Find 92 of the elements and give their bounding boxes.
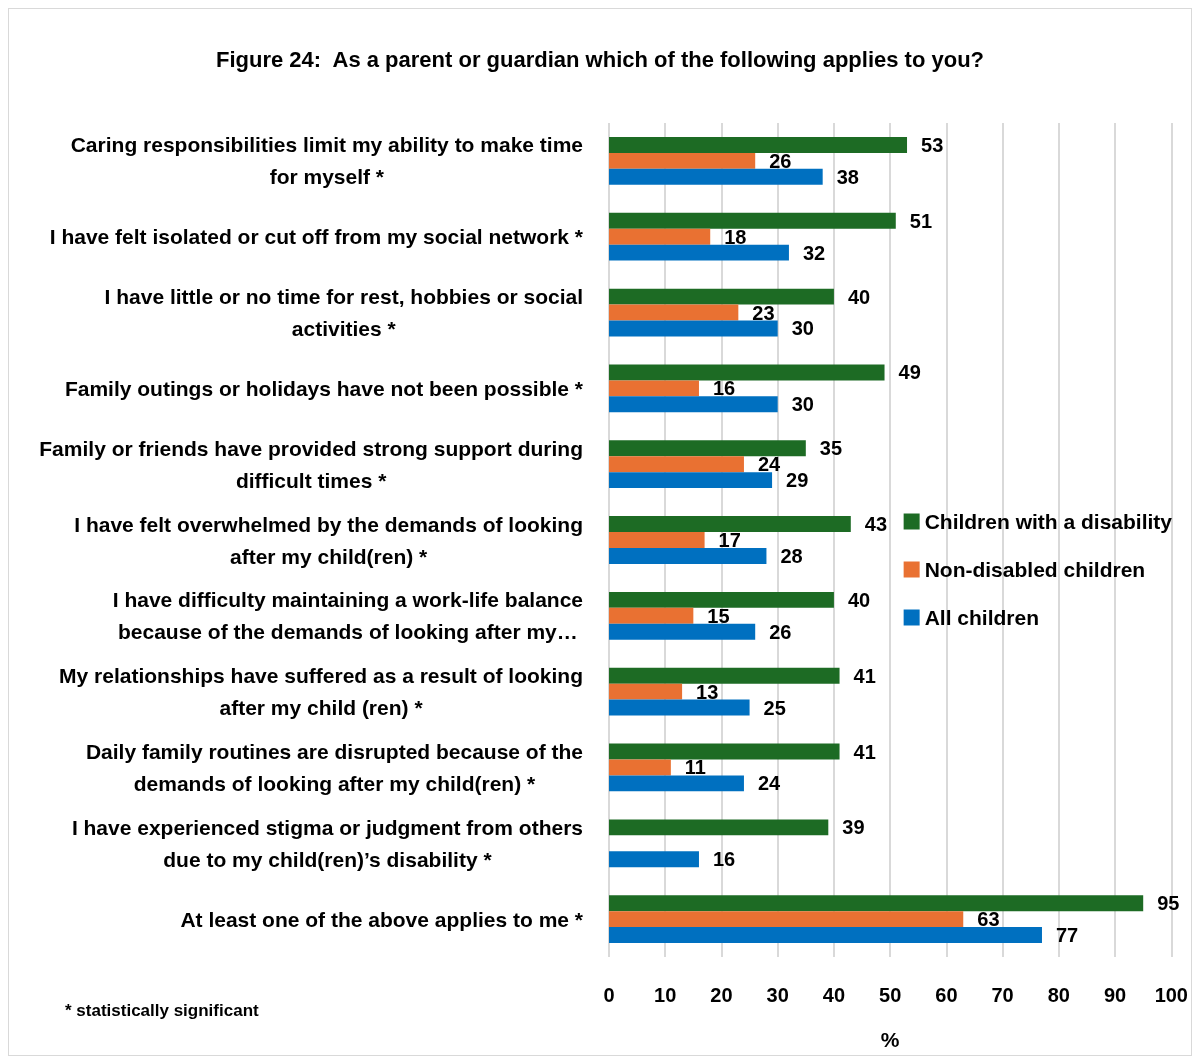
data-label: 51 bbox=[909, 209, 933, 232]
chart-title: Figure 24: As a parent or guardian which of the following applies to you? bbox=[215, 46, 985, 72]
bar bbox=[609, 244, 789, 261]
bar bbox=[609, 380, 699, 397]
bar bbox=[609, 364, 885, 381]
data-label: 23 bbox=[752, 301, 775, 324]
data-label: 35 bbox=[819, 437, 843, 460]
x-tick-label: 100 bbox=[1154, 984, 1188, 1006]
x-tick-label: 80 bbox=[1047, 984, 1070, 1006]
bar bbox=[609, 137, 908, 153]
data-label: 40 bbox=[847, 285, 871, 308]
data-label: 26 bbox=[769, 620, 792, 643]
x-tick-label: 10 bbox=[654, 984, 677, 1006]
x-tick-label: 30 bbox=[766, 984, 789, 1006]
x-tick-label: 60 bbox=[935, 984, 958, 1006]
data-label: 32 bbox=[802, 241, 826, 264]
bar bbox=[609, 927, 1042, 943]
bar bbox=[609, 516, 851, 533]
data-label: 24 bbox=[757, 772, 782, 795]
x-tick-label: 20 bbox=[710, 984, 733, 1006]
bar bbox=[609, 212, 896, 229]
bar bbox=[609, 911, 964, 928]
data-label: 30 bbox=[791, 317, 814, 340]
bar bbox=[609, 472, 773, 489]
bar bbox=[609, 532, 705, 548]
data-label: 77 bbox=[1055, 924, 1079, 947]
legend-label: Children with a disability bbox=[924, 510, 1173, 533]
bar bbox=[609, 667, 840, 684]
y-tick-label: I have experienced stigma or judgment from others due to my child(ren)’s disability * bbox=[71, 815, 584, 871]
bar bbox=[609, 759, 671, 776]
x-tick-label: 0 bbox=[603, 984, 615, 1006]
x-tick-label: 40 bbox=[822, 984, 846, 1006]
bar bbox=[609, 228, 711, 245]
bar bbox=[609, 607, 694, 624]
data-label: 95 bbox=[1157, 892, 1180, 915]
bar bbox=[609, 743, 840, 760]
y-tick-label: Caring responsibilities limit my ability to make time for myself * bbox=[70, 133, 583, 189]
bar bbox=[609, 168, 823, 185]
bar bbox=[609, 288, 834, 305]
y-tick-label: I have difficulty maintaining a work-life balance because of the demands of looking after my… bbox=[112, 588, 583, 644]
bar bbox=[609, 456, 744, 473]
bar bbox=[609, 440, 806, 457]
data-label: 39 bbox=[842, 816, 865, 839]
legend-label: All children bbox=[924, 606, 1039, 629]
data-label: 40 bbox=[847, 588, 871, 611]
data-label: 63 bbox=[977, 908, 1000, 931]
text: * statistically significant bbox=[65, 1001, 260, 1020]
data-label: 17 bbox=[718, 529, 741, 551]
data-label: 13 bbox=[696, 680, 719, 703]
data-label: 11 bbox=[684, 756, 707, 779]
data-label: 16 bbox=[712, 848, 736, 871]
y-tick-label: I have little or no time for rest, hobbies or social activities * bbox=[104, 285, 583, 341]
data-label: 15 bbox=[707, 604, 730, 627]
data-label: 26 bbox=[769, 149, 792, 172]
y-tick-label: I have felt overwhelmed by the demands of looking after my child(ren) * bbox=[74, 512, 584, 568]
bar bbox=[609, 396, 778, 413]
bar bbox=[609, 304, 739, 321]
data-label: 49 bbox=[898, 361, 921, 384]
data-label: 29 bbox=[786, 469, 809, 492]
y-tick-label: Daily family routines are disrupted because of the demands of looking after my child(ren) * bbox=[85, 739, 583, 795]
x-axis-title: % bbox=[880, 1028, 900, 1051]
data-label: 25 bbox=[763, 696, 786, 719]
data-label: 41 bbox=[853, 664, 876, 687]
data-label: 28 bbox=[780, 544, 803, 567]
bar bbox=[609, 320, 778, 337]
x-tick-label: 70 bbox=[991, 984, 1014, 1006]
y-tick-label: I have felt isolated or cut off from my social network * bbox=[49, 225, 584, 249]
legend-label: Non-disabled children bbox=[924, 558, 1146, 581]
x-tick-label: 50 bbox=[879, 984, 902, 1006]
data-label: 24 bbox=[757, 453, 782, 476]
data-label: 30 bbox=[791, 393, 814, 416]
y-tick-label: Family outings or holidays have not been possible * bbox=[64, 376, 584, 400]
bar bbox=[609, 775, 744, 792]
x-tick-label: 90 bbox=[1103, 984, 1127, 1006]
bar bbox=[609, 152, 756, 169]
bar bbox=[609, 547, 767, 564]
data-label: 16 bbox=[712, 377, 736, 400]
data-label: 38 bbox=[836, 165, 859, 188]
y-tick-label: Family or friends have provided strong support during difficult times * bbox=[39, 436, 584, 492]
data-label: 43 bbox=[864, 513, 888, 536]
bar bbox=[609, 591, 834, 608]
bar bbox=[609, 895, 1144, 912]
data-label: 18 bbox=[724, 225, 747, 248]
bar bbox=[609, 623, 756, 640]
data-label: 53 bbox=[921, 133, 944, 156]
bar bbox=[609, 699, 750, 716]
y-tick-label: My relationships have suffered as a result of looking after my child (ren) * bbox=[59, 664, 583, 720]
y-tick-label: At least one of the above applies to me * bbox=[180, 907, 584, 931]
bar bbox=[609, 851, 699, 868]
data-label: 41 bbox=[853, 740, 876, 763]
bar bbox=[609, 819, 829, 836]
bar bbox=[609, 683, 683, 700]
